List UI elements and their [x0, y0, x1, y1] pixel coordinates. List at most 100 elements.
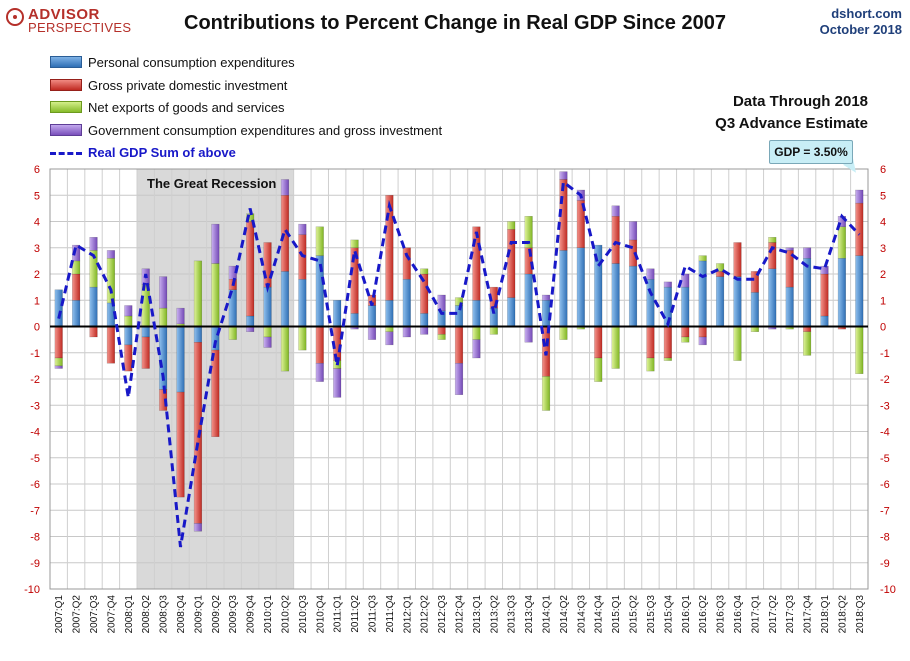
- bar-gov: [803, 247, 812, 259]
- bar-netx: [855, 326, 864, 374]
- bar-gpdi: [315, 326, 324, 364]
- bar-gov: [124, 305, 133, 317]
- bar-gpdi: [211, 349, 220, 437]
- bar-netx: [280, 326, 290, 372]
- bar-netx: [315, 226, 324, 256]
- bar-pce: [124, 326, 133, 346]
- x-tick-label: 2011:Q2: [350, 595, 361, 633]
- bar-gov: [472, 339, 481, 359]
- legend-item-pce: Personal consumption expenditures: [50, 54, 442, 77]
- legend-label-gov: Government consumption expenditures and …: [88, 122, 443, 138]
- legend-label-pce: Personal consumption expenditures: [88, 55, 295, 70]
- x-tick-label: 2007:Q4: [106, 595, 117, 634]
- x-tick-label: 2014:Q1: [542, 595, 553, 634]
- bar-netx: [350, 239, 359, 248]
- x-tick-label: 2010:Q2: [280, 595, 291, 634]
- y-tick-label-left: -4: [30, 427, 40, 439]
- y-tick-label-left: -3: [30, 400, 40, 412]
- bar-gov: [420, 326, 429, 335]
- bar-netx: [211, 263, 220, 327]
- bar-pce: [420, 313, 429, 327]
- bar-netx: [298, 326, 307, 351]
- bar-pce: [298, 279, 307, 327]
- bar-pce: [559, 250, 568, 327]
- x-tick-label: 2016:Q3: [716, 595, 727, 634]
- legend-item-gpdi: Gross private domestic investment: [50, 77, 442, 100]
- x-tick-label: 2017:Q1: [750, 595, 761, 634]
- bar-gov: [333, 368, 342, 398]
- bar-gov: [611, 205, 620, 217]
- x-tick-label: 2009:Q1: [193, 595, 204, 634]
- bar-gov: [89, 237, 98, 251]
- y-tick-label-right: -3: [880, 400, 890, 412]
- bar-gpdi: [106, 326, 115, 364]
- bar-gov: [646, 268, 655, 280]
- bar-gov: [681, 273, 690, 288]
- y-tick-label-left: -1: [30, 348, 40, 360]
- bar-gpdi: [472, 226, 481, 301]
- x-tick-label: 2012:Q4: [455, 595, 466, 634]
- bar-netx: [54, 357, 63, 367]
- y-tick-label-right: 4: [880, 217, 886, 229]
- bar-gpdi: [733, 242, 742, 277]
- bar-gov: [176, 307, 185, 325]
- bar-pce: [333, 300, 342, 327]
- bar-gpdi: [141, 336, 150, 369]
- source-block: dshort.com October 2018: [820, 6, 902, 38]
- x-tick-label: 2018:Q3: [855, 595, 866, 634]
- x-tick-label: 2014:Q2: [559, 595, 570, 634]
- bar-gov: [402, 326, 411, 338]
- x-tick-label: 2011:Q4: [385, 595, 396, 633]
- bar-gpdi: [820, 273, 829, 317]
- x-tick-label: 2015:Q4: [663, 595, 674, 634]
- x-tick-label: 2018:Q2: [837, 595, 848, 634]
- bar-gov: [663, 281, 672, 288]
- bar-gpdi: [437, 326, 446, 335]
- bar-pce: [541, 300, 551, 327]
- x-tick-label: 2017:Q2: [768, 595, 779, 634]
- x-tick-label: 2013:Q1: [472, 595, 483, 634]
- x-tick-label: 2009:Q2: [211, 595, 222, 634]
- y-tick-label-right: 2: [880, 269, 886, 281]
- y-tick-label-right: -5: [880, 453, 890, 465]
- bar-netx: [159, 307, 168, 327]
- bar-gov: [559, 171, 568, 180]
- bar-pce: [628, 265, 638, 327]
- y-tick-label-right: 5: [880, 190, 886, 202]
- y-tick-label-right: -1: [880, 348, 890, 360]
- bar-pce: [89, 286, 98, 327]
- y-tick-label-left: -9: [30, 558, 40, 570]
- bar-gov: [524, 326, 533, 343]
- bar-gov: [193, 523, 203, 532]
- x-tick-label: 2014:Q4: [594, 595, 605, 634]
- x-tick-label: 2010:Q3: [298, 595, 309, 634]
- y-tick-label-right: -4: [880, 427, 890, 439]
- bar-netx: [228, 326, 237, 340]
- bar-pce: [263, 286, 272, 327]
- bar-pce: [611, 263, 620, 327]
- bar-netx: [594, 357, 603, 382]
- x-tick-label: 2017:Q3: [785, 595, 796, 634]
- bar-gov: [785, 247, 794, 251]
- bar-gov: [698, 336, 707, 346]
- x-tick-label: 2013:Q2: [489, 595, 500, 634]
- bar-pce: [176, 326, 185, 393]
- legend-label-netx: Net exports of goods and services: [88, 100, 285, 115]
- bar-gov: [263, 336, 272, 348]
- bar-gpdi: [124, 344, 133, 372]
- y-tick-label-right: -7: [880, 505, 890, 517]
- bar-gov: [54, 365, 63, 369]
- gdp-line: [57, 179, 861, 548]
- bar-gov: [855, 189, 864, 204]
- legend-dash-gdp: [50, 152, 82, 155]
- bar-pce: [750, 292, 759, 327]
- x-tick-label: 2016:Q2: [698, 595, 709, 634]
- bar-gov: [541, 294, 551, 301]
- x-tick-label: 2012:Q1: [402, 595, 413, 634]
- x-tick-label: 2008:Q2: [141, 595, 152, 634]
- bar-netx: [837, 226, 846, 259]
- y-tick-label-right: -9: [880, 558, 890, 570]
- y-tick-label-left: 5: [34, 190, 40, 202]
- bar-pce: [246, 315, 255, 327]
